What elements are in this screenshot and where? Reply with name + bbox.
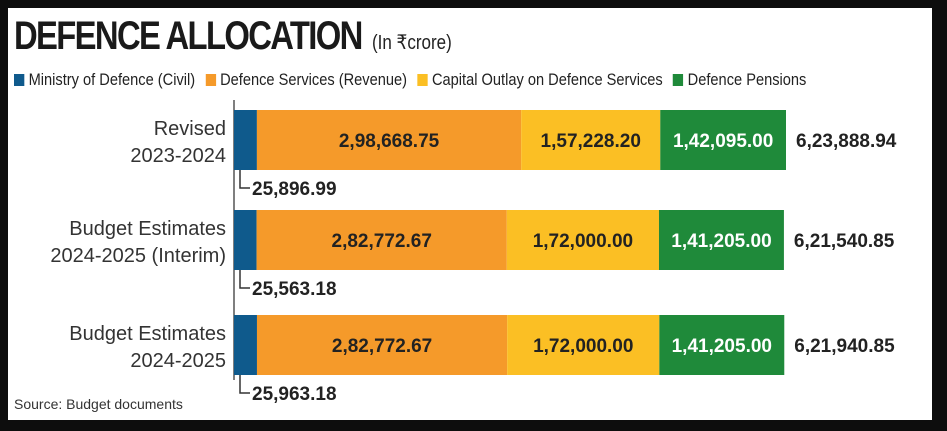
- bar-segment: [506, 210, 659, 270]
- bar-segment: [256, 110, 522, 170]
- bar-segment: [234, 210, 257, 270]
- legend-item: Capital Outlay on Defence Services: [417, 70, 663, 90]
- callout-line: [239, 375, 250, 394]
- data-label: 1,41,205.00: [671, 231, 771, 252]
- legend-item: Defence Pensions: [673, 70, 806, 90]
- callout-line: [239, 170, 250, 189]
- legend-swatch: [14, 74, 25, 86]
- bar-segment: [256, 315, 508, 375]
- category-label: Budget Estimates: [69, 323, 226, 345]
- data-label: 25,963.18: [252, 384, 337, 405]
- legend-swatch: [417, 74, 428, 86]
- data-label: 1,57,228.20: [541, 131, 641, 152]
- legend: Ministry of Defence (Civil) Defence Servi…: [14, 70, 806, 90]
- legend-item: Defence Services (Revenue): [205, 70, 407, 90]
- total-label: 6,21,540.85: [794, 231, 895, 252]
- category-label: 2024-2025 (Interim): [50, 245, 226, 267]
- legend-label: Defence Services (Revenue): [220, 70, 408, 89]
- legend-swatch: [673, 74, 684, 86]
- bar-segment: [234, 315, 257, 375]
- data-label: 1,72,000.00: [533, 231, 633, 252]
- data-label: 1,42,095.00: [673, 131, 773, 152]
- data-label: 1,72,000.00: [533, 336, 633, 357]
- data-label: 2,82,772.67: [332, 231, 432, 252]
- bar-segment: [256, 210, 507, 270]
- legend-label: Ministry of Defence (Civil): [28, 70, 196, 89]
- data-label: 1,41,205.00: [672, 336, 772, 357]
- bar-segment: [507, 315, 660, 375]
- source-note: Source: Budget documents: [14, 396, 183, 412]
- legend-item: Ministry of Defence (Civil): [14, 70, 195, 90]
- bar-segment: [660, 110, 786, 170]
- data-label: 25,896.99: [252, 179, 337, 200]
- bar-segment: [521, 110, 661, 170]
- bar-segment: [234, 110, 257, 170]
- data-label: 2,82,772.67: [332, 336, 432, 357]
- category-label: 2024-2025: [130, 350, 226, 372]
- bar-segment: [658, 210, 784, 270]
- chart-subtitle: (In ₹crore): [372, 32, 452, 54]
- legend-swatch: [205, 74, 216, 86]
- bar-segment: [659, 315, 785, 375]
- data-label: 2,98,668.75: [339, 131, 440, 152]
- category-label: Revised: [154, 118, 226, 140]
- category-label: Budget Estimates: [69, 218, 226, 240]
- data-label: 25,563.18: [252, 279, 337, 300]
- chart-title: DEFENCE ALLOCATION: [14, 14, 363, 58]
- callout-line: [239, 270, 250, 289]
- total-label: 6,21,940.85: [794, 336, 895, 357]
- total-label: 6,23,888.94: [796, 131, 897, 152]
- legend-label: Defence Pensions: [687, 70, 807, 89]
- legend-label: Capital Outlay on Defence Services: [431, 70, 663, 89]
- category-label: 2023-2024: [130, 145, 226, 167]
